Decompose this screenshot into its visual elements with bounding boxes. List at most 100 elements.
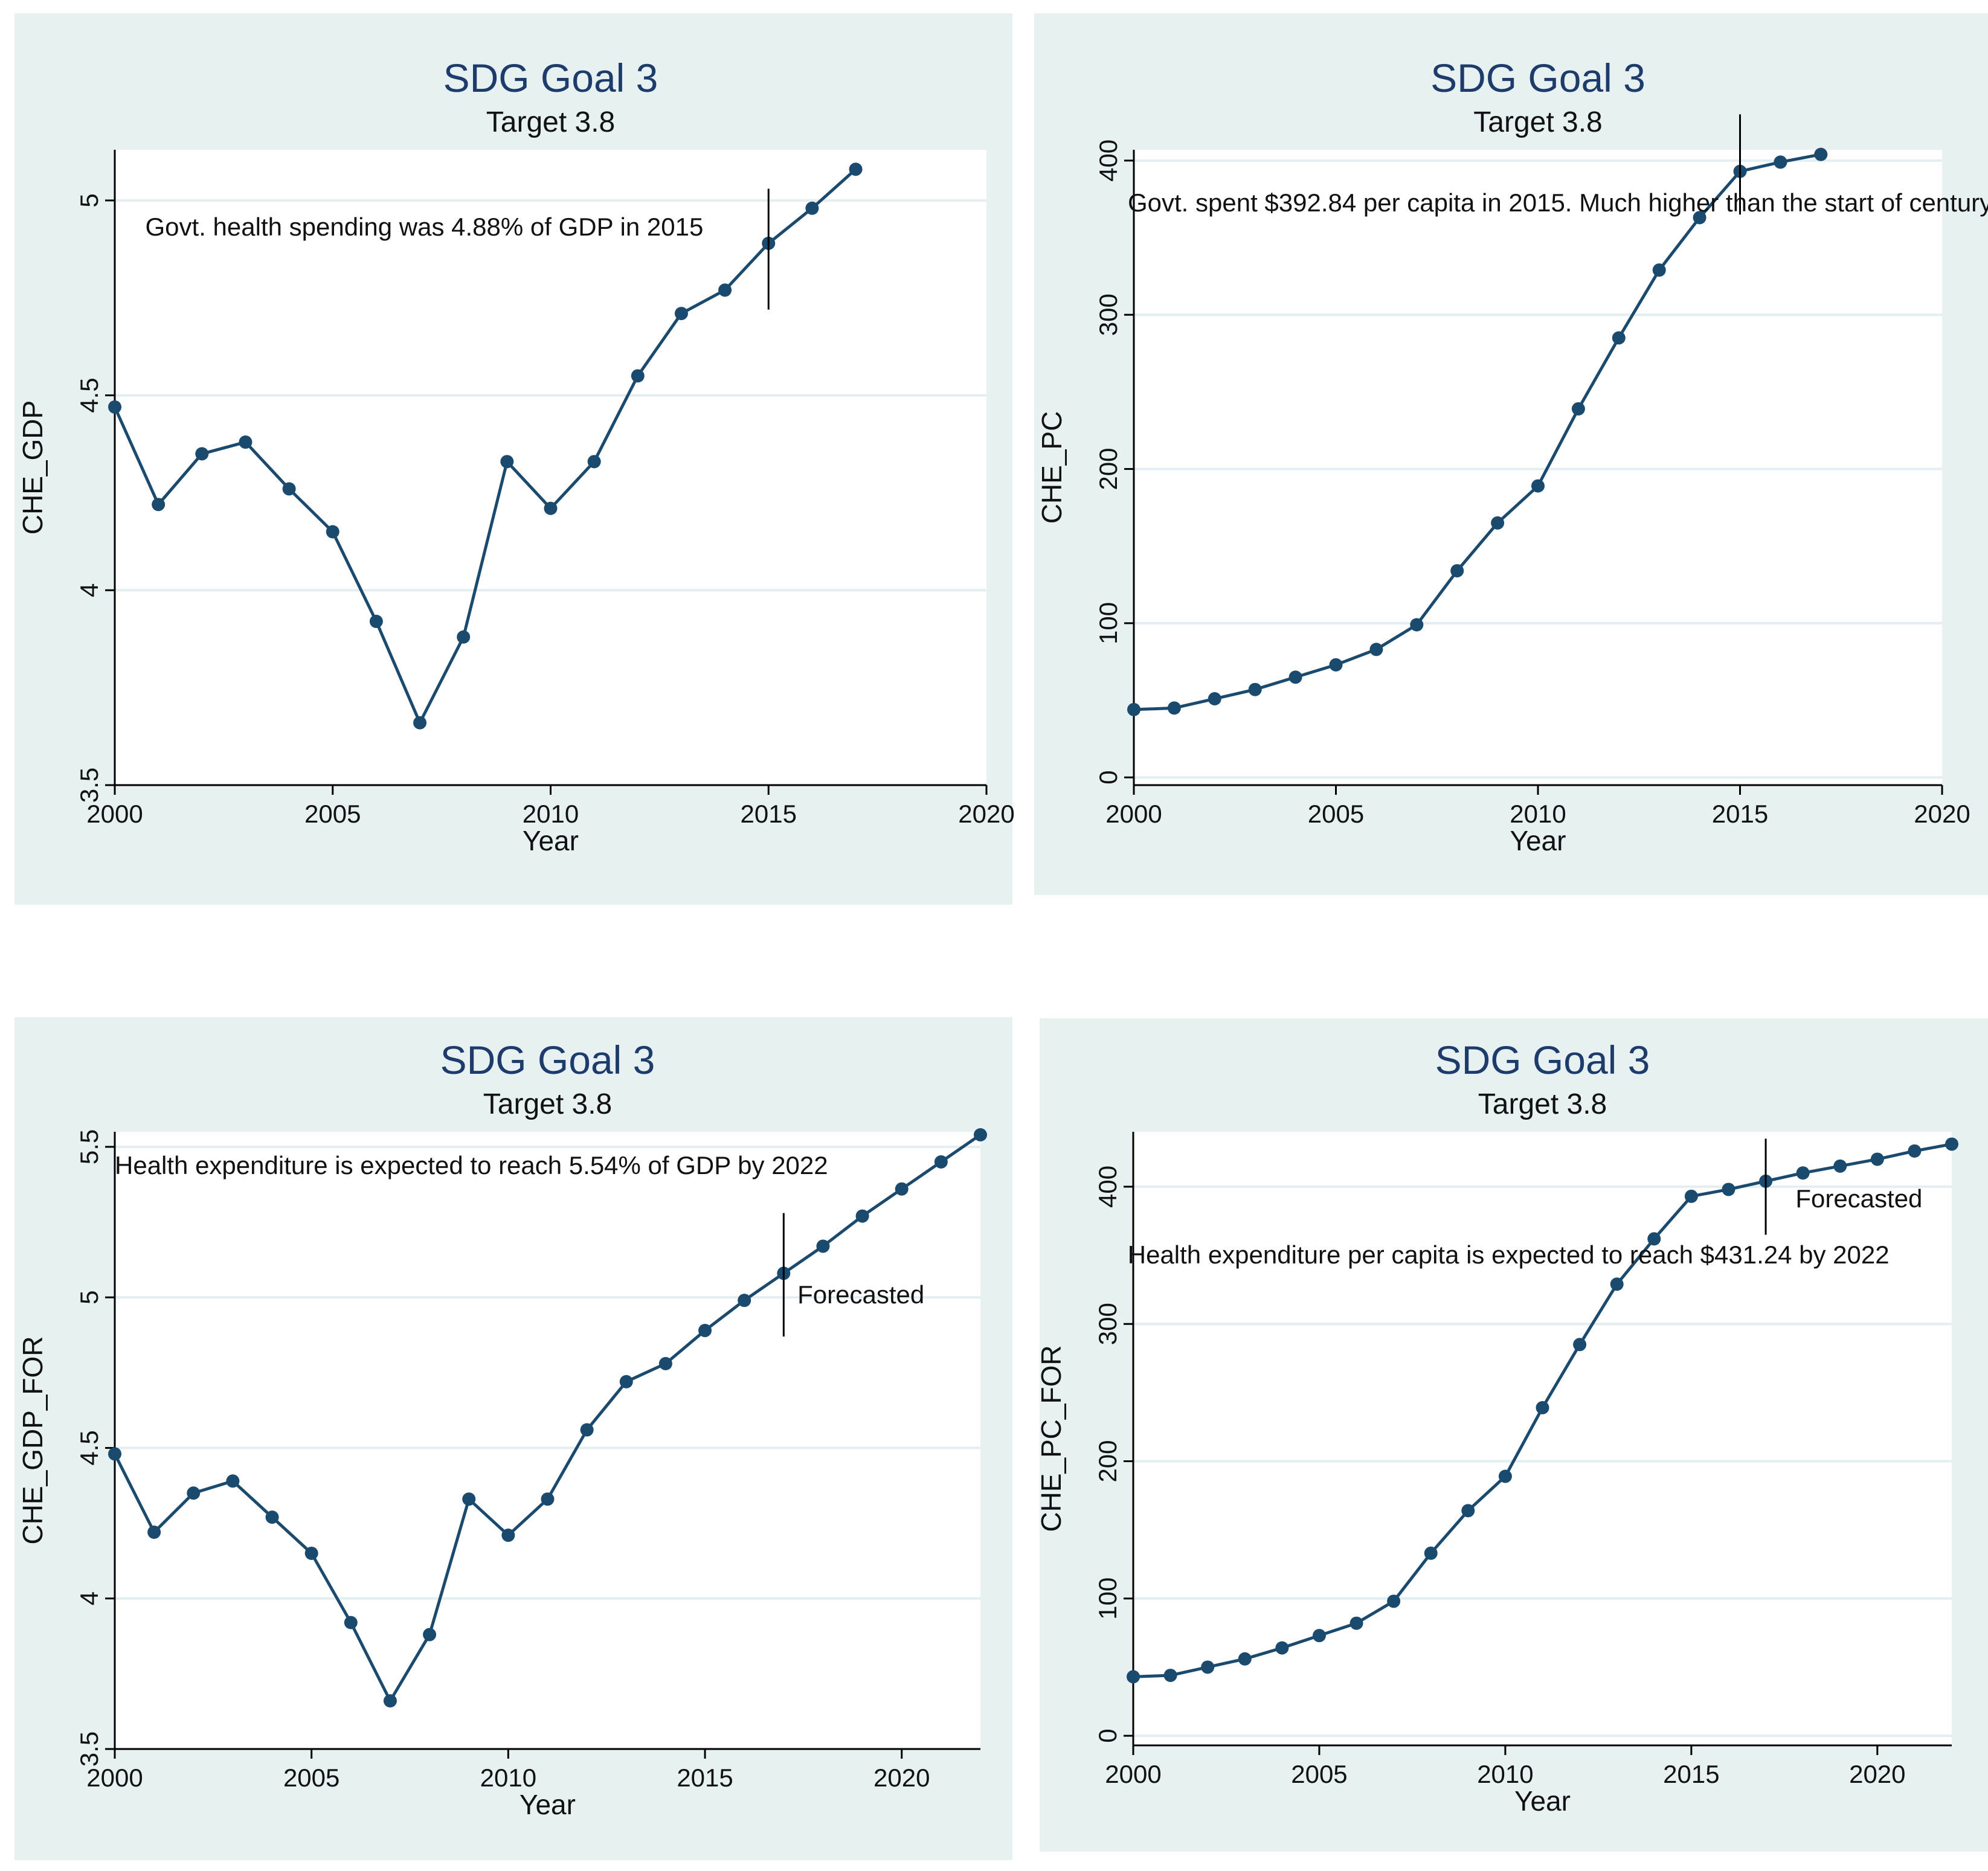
chart-che-pc-for: 0 100 200 300 400 2000 2005 2010 2015 2020 Year CHE… — [1035, 1038, 1958, 1817]
chart-2-point — [855, 1209, 869, 1223]
chart-0-point — [544, 501, 558, 515]
chart-2-point — [226, 1474, 240, 1488]
chart-1-point — [1329, 658, 1343, 672]
chart-1-point — [1288, 670, 1302, 684]
chart-0-y-tick-label: 4.5 — [75, 377, 103, 412]
chart-2-point — [265, 1510, 279, 1524]
chart-1-x-tick-label: 2010 — [1510, 800, 1566, 828]
chart-2-y-tick-label: 5.5 — [75, 1129, 103, 1164]
chart-3-y-axis-title: CHE_PC_FOR — [1035, 1345, 1067, 1532]
chart-1-point — [1612, 331, 1626, 345]
chart-3-annotation: Health expenditure per capita is expecte… — [1128, 1240, 1890, 1269]
chart-3-x-tick-label: 2010 — [1477, 1760, 1533, 1788]
chart-3-y-tick-label: 300 — [1093, 1303, 1122, 1345]
chart-0-plot-area — [115, 150, 986, 785]
chart-3-point — [1833, 1159, 1847, 1173]
chart-3-point — [1498, 1469, 1512, 1483]
chart-3-point — [1870, 1152, 1884, 1166]
chart-1-series-line — [1133, 153, 1821, 711]
chart-3-point — [1908, 1144, 1922, 1158]
chart-1-title: SDG Goal 3 — [1430, 56, 1645, 100]
chart-0-point — [239, 435, 253, 449]
chart-0-title: SDG Goal 3 — [443, 56, 658, 100]
chart-1-point — [1369, 643, 1383, 656]
chart-2-forecast-label: Forecasted — [797, 1280, 924, 1309]
chart-0-x-tick-label: 2005 — [304, 800, 361, 828]
chart-1-point — [1491, 516, 1505, 530]
chart-0-x-tick-label: 2020 — [958, 800, 1014, 828]
chart-3-point — [1684, 1189, 1698, 1203]
chart-2-point — [108, 1447, 121, 1461]
chart-2-y-tick-label: 3.5 — [75, 1731, 103, 1767]
chart-2-x-axis-title: Year — [520, 1789, 576, 1820]
chart-1-point — [1774, 155, 1787, 169]
chart-0-point — [718, 283, 732, 297]
chart-1-y-tick-label: 400 — [1094, 140, 1122, 182]
chart-3-y-tick-label: 400 — [1093, 1166, 1122, 1208]
chart-1-point — [1248, 682, 1262, 696]
chart-2-point — [816, 1239, 830, 1253]
chart-2-point — [423, 1628, 437, 1642]
chart-3-point — [1238, 1652, 1252, 1666]
chart-0-x-tick-label: 2000 — [86, 800, 143, 828]
chart-0-subtitle: Target 3.8 — [486, 106, 615, 138]
chart-2-point — [501, 1529, 515, 1542]
chart-2-point — [344, 1616, 358, 1629]
chart-panel-che-pc-for: 0 100 200 300 400 2000 2005 2010 2015 2020 Year CHE… — [1035, 1018, 1988, 1852]
chart-3-point — [1312, 1629, 1326, 1643]
chart-1-point — [1571, 402, 1585, 416]
chart-0-point — [326, 525, 339, 539]
chart-che-pc: 0 100 200 300 400 2000 2005 2010 2015 2020 Year CHE… — [1036, 56, 1988, 856]
chart-2-point — [974, 1128, 987, 1141]
chart-3-point — [1610, 1277, 1624, 1291]
chart-2-point — [304, 1546, 318, 1560]
chart-0-y-axis-title: CHE_GDP — [17, 400, 48, 534]
chart-1-plot-area — [1134, 150, 1942, 785]
chart-panel-che-gdp-for: 3.5 4 4.5 5 5.5 2000 2005 2010 2015 2020 Year CHE_G… — [14, 1017, 1012, 1860]
chart-2-x-tick-label: 2010 — [480, 1763, 536, 1792]
chart-1-y-tick-label: 200 — [1094, 448, 1122, 490]
chart-1-annotation: Govt. spent $392.84 per capita in 2015. … — [1128, 188, 1988, 217]
chart-2-point — [619, 1375, 633, 1388]
chart-2-y-tick-label: 5 — [75, 1291, 103, 1305]
chart-3-point — [1127, 1670, 1140, 1684]
chart-3-plot-area — [1133, 1132, 1952, 1745]
chart-3-x-tick-label: 2015 — [1663, 1760, 1719, 1788]
chart-panel-che-pc: 0 100 200 300 400 2000 2005 2010 2015 2020 Year CHE… — [1034, 13, 1988, 895]
chart-2-x-tick-label: 2015 — [677, 1763, 733, 1792]
chart-1-y-tick-label: 0 — [1094, 771, 1122, 785]
chart-che-gdp: 3.5 4 4.5 5 2000 2005 2010 2015 2020 Year CHE_GDP S… — [17, 56, 1015, 856]
chart-2-point — [147, 1526, 161, 1539]
chart-2-point — [658, 1356, 672, 1370]
chart-2-y-tick-label: 4 — [75, 1591, 103, 1605]
chart-2-point — [934, 1155, 948, 1169]
chart-3-y-tick-label: 100 — [1093, 1577, 1122, 1620]
chart-3-point — [1722, 1183, 1735, 1196]
chart-0-point — [631, 369, 645, 383]
chart-2-point — [895, 1182, 909, 1196]
chart-1-point — [1814, 147, 1828, 161]
chart-2-x-tick-label: 2000 — [86, 1763, 143, 1792]
chart-0-x-tick-label: 2010 — [523, 800, 579, 828]
chart-1-x-tick-label: 2005 — [1308, 800, 1364, 828]
chart-3-x-tick-label: 2000 — [1105, 1760, 1161, 1788]
chart-0-y-tick-label: 3.5 — [75, 768, 103, 803]
chart-1-x-axis-title: Year — [1510, 825, 1566, 856]
chart-3-point — [1163, 1669, 1177, 1683]
chart-2-x-tick-label: 2005 — [283, 1763, 339, 1792]
chart-3-point — [1349, 1616, 1363, 1630]
chart-0-point — [849, 162, 863, 176]
chart-3-point — [1573, 1338, 1587, 1352]
chart-3-point — [1945, 1137, 1958, 1151]
chart-0-x-axis-title: Year — [523, 825, 579, 856]
chart-0-point — [413, 716, 427, 730]
chart-3-title: SDG Goal 3 — [1435, 1038, 1650, 1082]
chart-0-point — [369, 614, 383, 628]
chart-0-series-line — [113, 168, 857, 725]
chart-3-subtitle: Target 3.8 — [1478, 1088, 1607, 1120]
chart-1-y-tick-label: 100 — [1094, 602, 1122, 644]
chart-2-point — [187, 1486, 201, 1500]
chart-2-point — [462, 1492, 476, 1506]
chart-1-point — [1450, 564, 1464, 578]
chart-2-y-tick-label: 4.5 — [75, 1430, 103, 1465]
